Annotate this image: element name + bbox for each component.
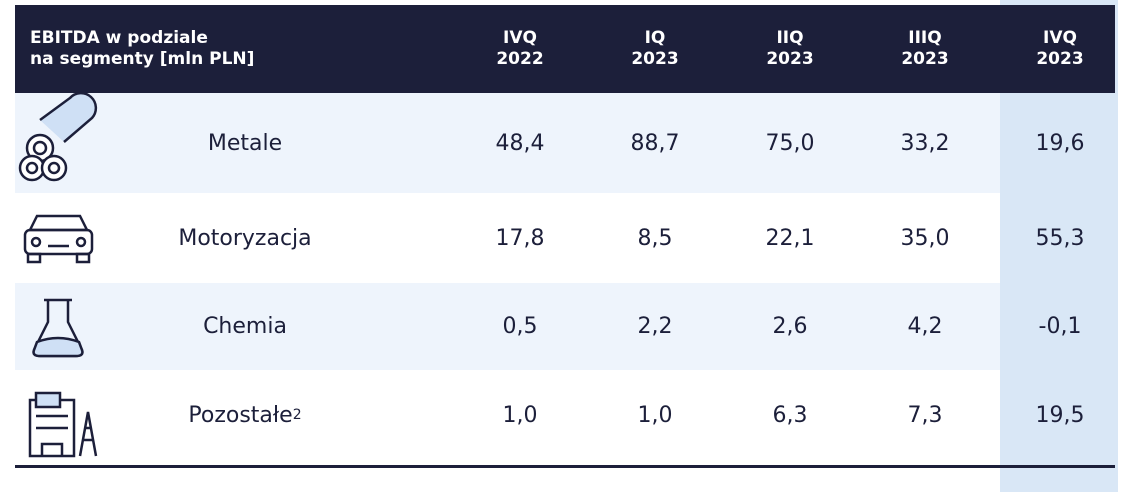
value-cell: 17,8 xyxy=(495,225,545,251)
value-cell: 1,0 xyxy=(502,402,538,428)
column-header: IVQ 2022 xyxy=(470,28,570,70)
row-label: Chemia xyxy=(145,283,345,370)
column-header-line: 2023 xyxy=(766,49,814,69)
column-header-line: IIIQ xyxy=(908,28,942,48)
column-header-line: IVQ xyxy=(1043,28,1077,48)
column-header: IQ 2023 xyxy=(605,28,705,70)
value-cell: 33,2 xyxy=(900,130,950,156)
column-header: IIIQ 2023 xyxy=(875,28,975,70)
value-cell: 75,0 xyxy=(765,130,815,156)
column-header-line: IQ xyxy=(644,28,666,48)
row-label-text: Motoryzacja xyxy=(178,225,312,251)
value-cell: 8,5 xyxy=(637,225,673,251)
flask-icon xyxy=(32,298,84,358)
value-cell: 0,5 xyxy=(502,314,538,339)
header-title: EBITDA w podziale na segmenty [mln PLN] xyxy=(30,28,254,70)
value-cell: 7,3 xyxy=(907,402,943,428)
value-cell: 19,5 xyxy=(1035,402,1085,428)
footnote-mark: 2 xyxy=(292,407,302,423)
value-cell: 19,6 xyxy=(1035,130,1085,156)
column-header-line: IVQ xyxy=(503,28,537,48)
table-header xyxy=(15,5,1115,93)
value-cell: -0,1 xyxy=(1038,314,1082,339)
value-cell: 55,3 xyxy=(1035,225,1085,251)
pipes-icon xyxy=(18,91,98,182)
value-cell: 48,4 xyxy=(495,130,545,156)
value-cell: 1,0 xyxy=(637,402,673,428)
value-cell: 2,6 xyxy=(772,314,808,339)
column-header-line: 2022 xyxy=(496,49,544,69)
value-cell: 2,2 xyxy=(637,314,673,339)
row-background xyxy=(15,283,1000,370)
header-title-line: na segmenty [mln PLN] xyxy=(30,49,255,69)
building-icon xyxy=(28,391,98,458)
column-header-line: 2023 xyxy=(1036,49,1084,69)
row-label: Motoryzacja xyxy=(145,193,345,283)
row-label: Pozostałe 2 xyxy=(145,370,345,460)
value-cell: 4,2 xyxy=(907,314,943,339)
row-label: Metale xyxy=(145,93,345,193)
column-header: IIQ 2023 xyxy=(740,28,840,70)
car-icon xyxy=(23,214,94,264)
row-background xyxy=(15,93,1000,193)
row-label-text: Chemia xyxy=(203,314,287,339)
row-label-text: Pozostałe xyxy=(188,402,293,428)
column-header-line: 2023 xyxy=(901,49,949,69)
row-label-text: Metale xyxy=(207,130,283,156)
column-header: IVQ 2023 xyxy=(1010,28,1110,70)
value-cell: 88,7 xyxy=(630,130,680,156)
bottom-rule xyxy=(15,465,1115,468)
header-title-line: EBITDA w podziale xyxy=(30,28,208,48)
column-header-line: IIQ xyxy=(776,28,804,48)
value-cell: 6,3 xyxy=(772,402,808,428)
value-cell: 35,0 xyxy=(900,225,950,251)
column-header-line: 2023 xyxy=(631,49,679,69)
value-cell: 22,1 xyxy=(765,225,815,251)
